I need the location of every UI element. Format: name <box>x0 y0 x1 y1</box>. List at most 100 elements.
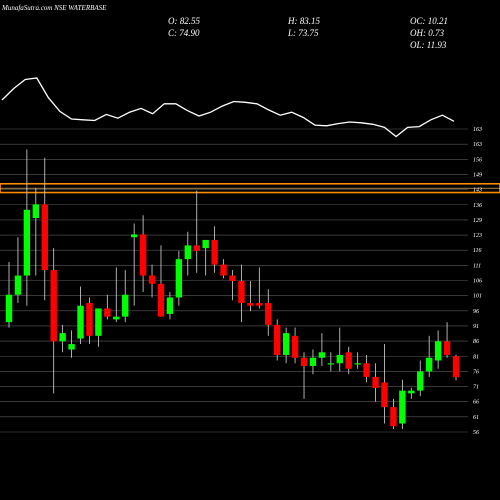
candle-body <box>390 407 397 427</box>
candle-body <box>41 204 48 271</box>
candle-body <box>265 302 272 325</box>
candle <box>202 239 209 276</box>
candle-body <box>32 204 40 219</box>
y-tick-label: 76 <box>473 369 479 375</box>
low-value: L: 73.75 <box>287 28 319 38</box>
candle-body <box>336 355 343 364</box>
candle <box>104 294 111 320</box>
candle <box>113 267 120 323</box>
candle <box>220 259 227 279</box>
candle-body <box>166 297 174 314</box>
price-axis: 163 163 156 149 143 136 129 123 116 111 106 101 96 91… <box>473 127 482 436</box>
candle <box>23 149 31 306</box>
candle <box>59 324 66 353</box>
candle <box>434 330 442 369</box>
candle-body <box>372 376 379 388</box>
candle-body <box>300 357 308 366</box>
candle-body <box>148 275 156 284</box>
candle-body <box>247 302 254 306</box>
candle-body <box>68 344 75 350</box>
y-tick-label: 163 <box>473 127 482 133</box>
candle-body <box>59 333 66 342</box>
candle <box>157 245 165 317</box>
candles <box>5 149 460 429</box>
ol-value: OL: 11.93 <box>410 40 447 50</box>
y-tick-label: 149 <box>473 171 482 178</box>
candle-body <box>282 333 290 356</box>
candle <box>139 215 147 292</box>
candle <box>175 250 183 306</box>
candle-body <box>14 275 22 295</box>
candle <box>122 270 129 323</box>
candle-body <box>86 302 93 336</box>
y-tick-label: 86 <box>473 339 479 345</box>
candle-body <box>95 308 102 336</box>
candle <box>166 292 174 320</box>
candle-body <box>130 234 138 238</box>
candle <box>50 248 57 394</box>
candle-body <box>345 352 352 369</box>
ohlc-summary: O: 82.55 H: 83.15 OC: 10.21 C: 74.90 L: … <box>168 16 448 50</box>
candle <box>130 223 138 306</box>
candle <box>14 237 22 303</box>
candle <box>408 387 415 399</box>
support-resistance-band <box>0 182 500 194</box>
candle <box>354 352 361 369</box>
y-tick-label: 96 <box>473 309 479 315</box>
candle <box>309 349 317 375</box>
candle-body <box>104 308 111 317</box>
candle-body <box>318 352 326 358</box>
candle <box>345 346 352 375</box>
y-tick-label: 111 <box>473 263 481 269</box>
candle <box>390 398 397 429</box>
candle <box>300 352 308 399</box>
candle-body <box>211 239 218 265</box>
y-tick-label: 106 <box>473 279 482 285</box>
y-tick-label: 129 <box>473 218 482 224</box>
candle <box>274 319 281 361</box>
candle-body <box>452 356 460 378</box>
candle-body <box>202 239 209 249</box>
candle-body <box>443 341 451 356</box>
candle-body <box>327 363 335 365</box>
candle <box>184 231 191 276</box>
y-tick-label: 91 <box>473 324 479 330</box>
y-tick-label: 116 <box>473 248 482 254</box>
candle-body <box>434 341 442 361</box>
candle-body <box>425 357 433 372</box>
candle <box>336 327 343 372</box>
candle-body <box>363 363 370 377</box>
close-value: C: 74.90 <box>168 28 200 38</box>
y-tick-label: 156 <box>473 157 482 163</box>
candle-body <box>238 281 245 303</box>
open-value: O: 82.55 <box>168 16 200 26</box>
y-tick-label: 136 <box>473 203 482 209</box>
candle <box>399 379 406 429</box>
y-tick-label: 81 <box>473 354 479 360</box>
candle-body <box>309 357 317 366</box>
candle-body <box>408 390 415 394</box>
candle <box>256 267 263 309</box>
y-tick-label: 101 <box>473 294 482 300</box>
candle-body <box>50 270 57 342</box>
candle-body <box>256 302 263 306</box>
candle-body <box>291 335 299 358</box>
y-tick-label: 71 <box>473 385 479 391</box>
y-tick-label: 56 <box>473 430 479 436</box>
candle <box>291 327 299 364</box>
y-tick-label: 143 <box>473 187 482 194</box>
candle <box>247 281 254 312</box>
candle <box>238 264 245 323</box>
candle <box>148 264 156 298</box>
candle <box>95 308 102 347</box>
candle <box>68 330 75 358</box>
indicator-series <box>1 77 455 138</box>
candle <box>282 327 290 364</box>
candle-body <box>274 324 281 356</box>
candle <box>425 335 433 377</box>
chart-title: MunafaSutra.com NSE WATERBASE <box>1 4 107 12</box>
candle-body <box>354 363 361 365</box>
candle-body <box>229 275 236 282</box>
y-tick-label: 66 <box>473 400 479 406</box>
candle <box>363 355 370 383</box>
